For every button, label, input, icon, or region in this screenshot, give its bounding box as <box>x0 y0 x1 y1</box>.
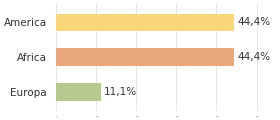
Text: 44,4%: 44,4% <box>237 18 270 27</box>
Text: 11,1%: 11,1% <box>104 87 137 97</box>
Text: 44,4%: 44,4% <box>237 52 270 62</box>
Bar <box>56 48 234 66</box>
Bar <box>56 83 101 101</box>
Bar <box>56 14 234 31</box>
